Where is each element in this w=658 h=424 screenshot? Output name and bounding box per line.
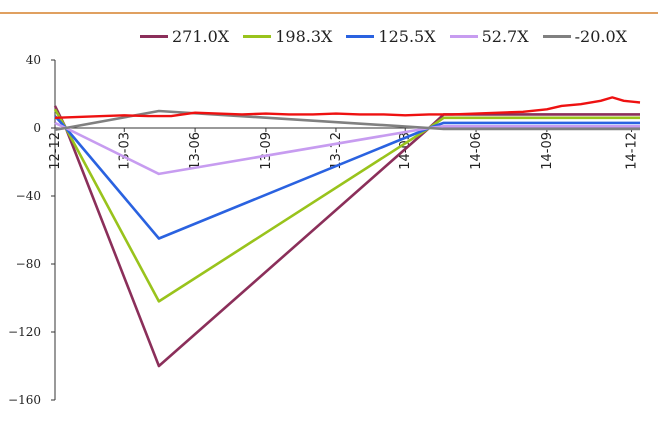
legend-item: 271.0X <box>140 27 229 46</box>
legend-swatch <box>243 34 272 38</box>
x-tick-label: 13-12 <box>329 132 344 170</box>
series-line <box>54 109 640 131</box>
x-tick-label: 12-12 <box>48 132 63 170</box>
y-tick-label: 0 <box>33 121 41 135</box>
legend-item: 125.5X <box>346 26 436 46</box>
legend-swatch <box>140 34 168 38</box>
legend-swatch <box>542 34 571 38</box>
legend-label: 125.5X <box>378 26 436 46</box>
series-line <box>54 96 641 119</box>
x-tick-label: 14-06 <box>469 132 484 170</box>
x-tick-label: 13-09 <box>259 132 274 170</box>
legend-label: 271.0X <box>172 26 230 46</box>
y-tick-label: −80 <box>16 257 41 271</box>
y-tick-label: −160 <box>8 393 41 407</box>
top-rule <box>0 12 658 14</box>
legend-item: 198.3X <box>243 27 332 46</box>
y-tick-label: 40 <box>26 53 41 67</box>
x-tick-label: 13-06 <box>188 132 203 170</box>
legend-item: -20.0X <box>542 26 628 46</box>
x-tick-label: 14-09 <box>540 132 555 170</box>
x-tick-label: 14-12 <box>625 132 640 170</box>
legend-label: 198.3X <box>275 26 333 46</box>
x-tick-label: 13-03 <box>117 132 132 170</box>
y-tick-label: −120 <box>8 325 41 339</box>
legend-swatch <box>346 34 375 38</box>
legend-item: 52.7X <box>449 26 529 46</box>
legend-swatch <box>449 34 478 38</box>
chart-legend: 271.0X 198.3X 125.5X 52.7X -20.0X <box>140 24 627 48</box>
legend-label: 52.7X <box>481 26 529 46</box>
y-tick-label: −40 <box>16 189 41 203</box>
legend-label: -20.0X <box>574 26 628 46</box>
